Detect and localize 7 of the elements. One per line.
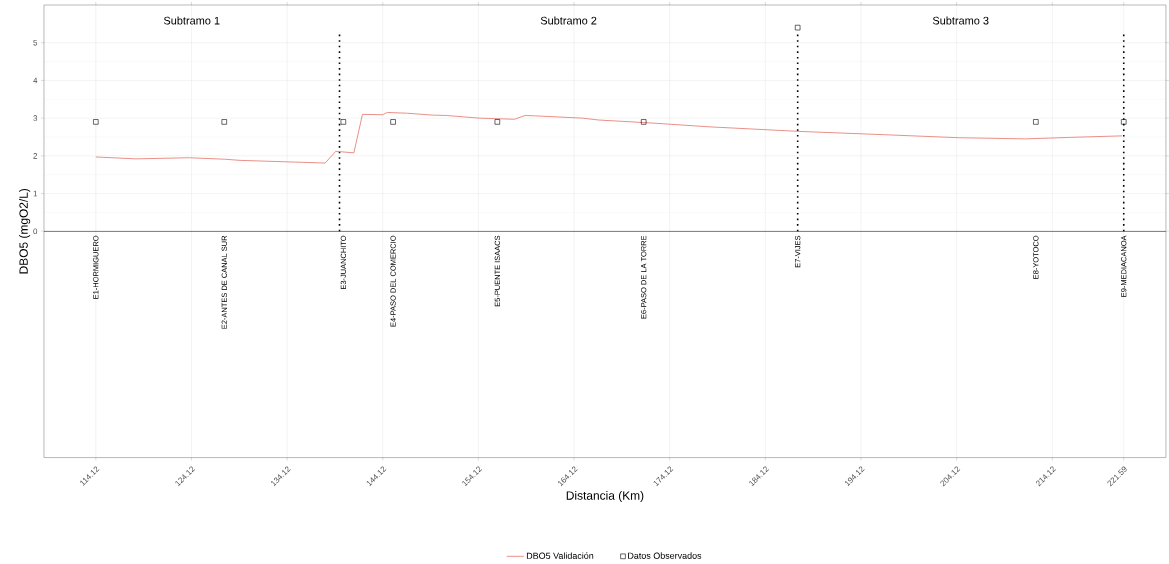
- x-axis-title: Distancia (Km): [566, 490, 644, 502]
- annotation: Subtramo 2: [540, 16, 597, 25]
- legend-label: Datos Observados: [628, 552, 702, 559]
- annotation: Subtramo 1: [163, 16, 220, 25]
- legend-label: DBO5 Validación: [526, 552, 594, 559]
- y-axis-title: DBO5 (mgO2/L): [19, 188, 31, 274]
- annotation: Subtramo 3: [932, 16, 989, 25]
